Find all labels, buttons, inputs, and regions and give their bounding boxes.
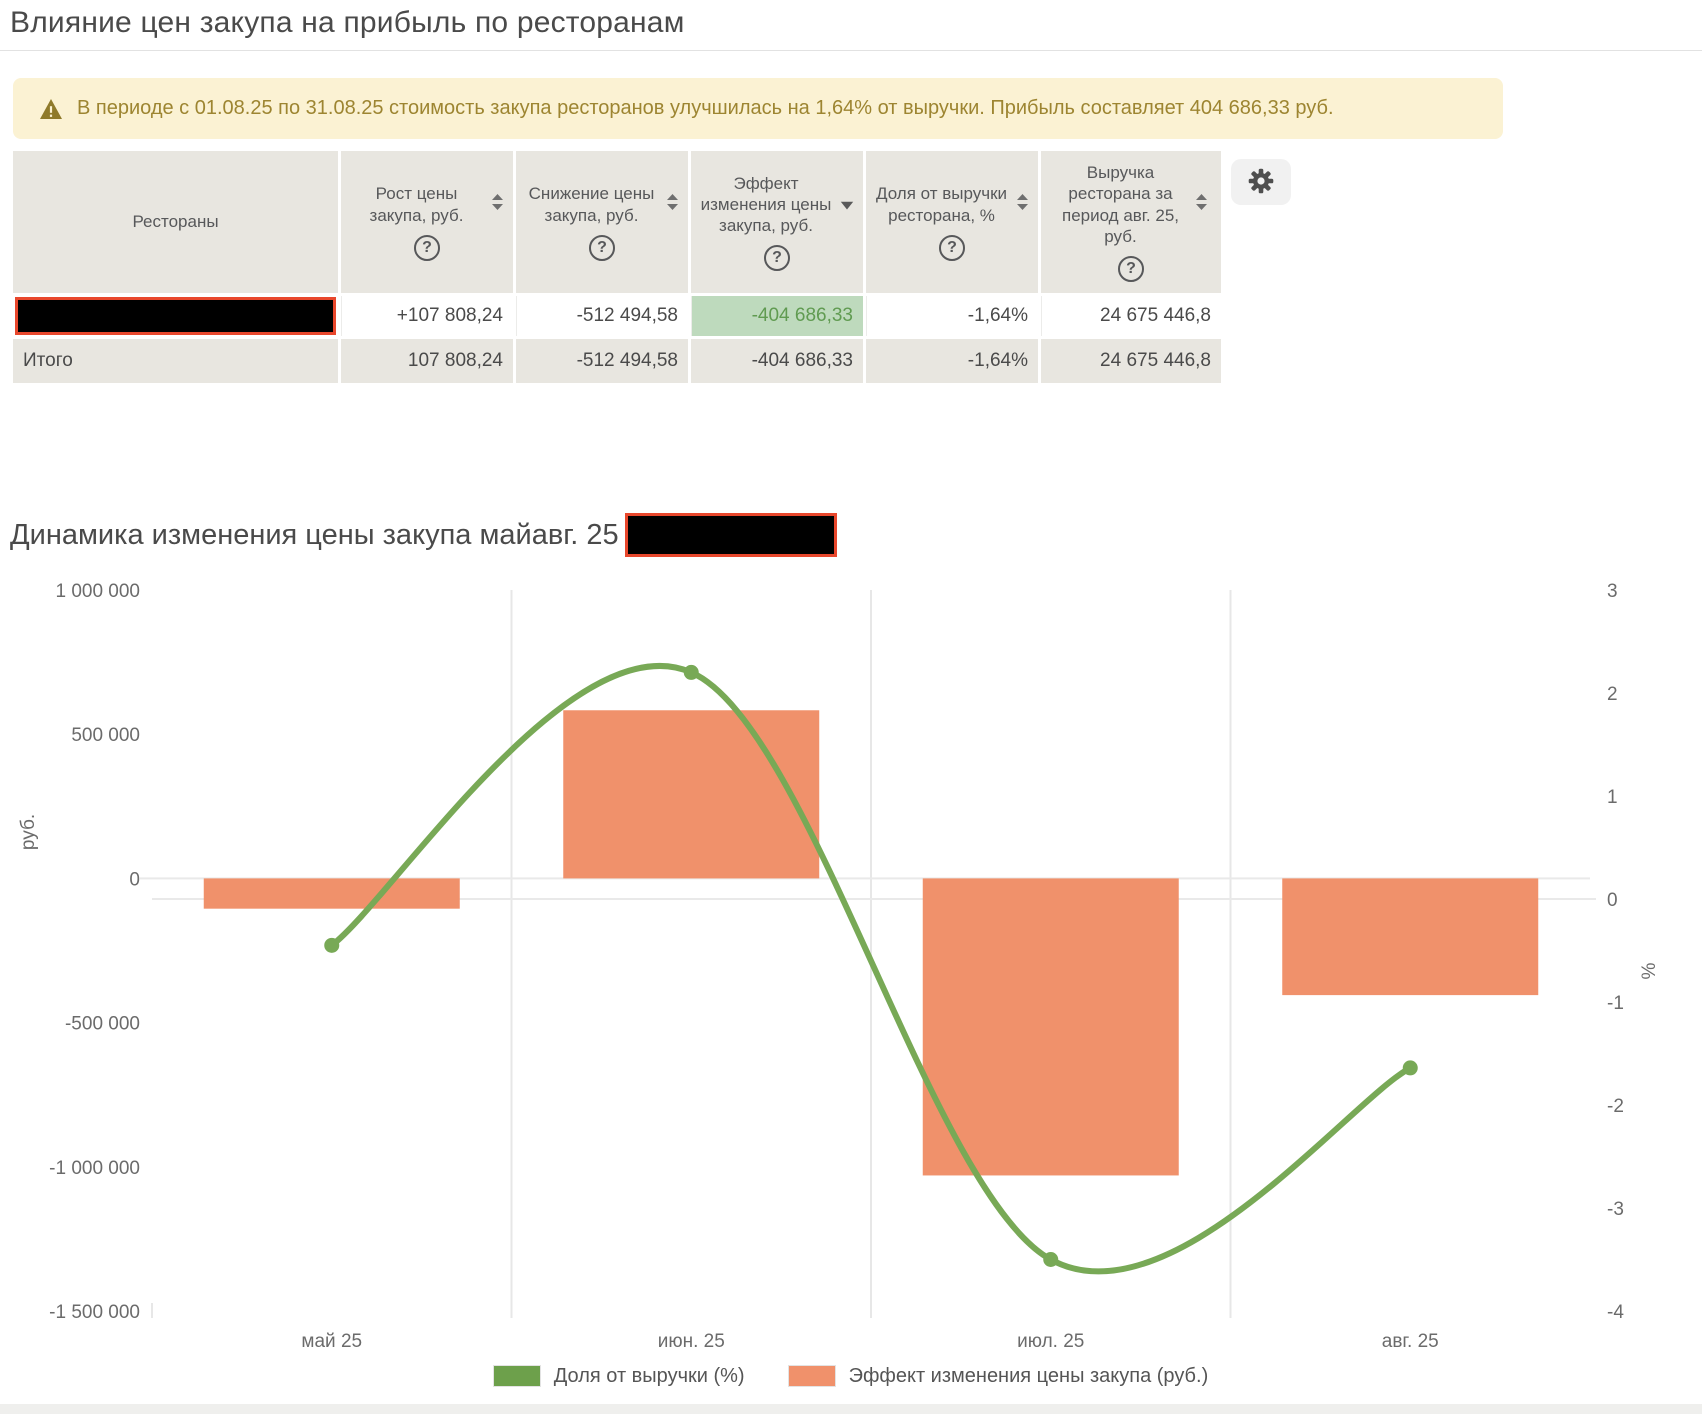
left-axis-title: руб. (18, 814, 39, 850)
restaurant-name-cell (13, 296, 338, 336)
column-label: Снижение цены закупа, руб. (528, 184, 655, 225)
bar-effect[interactable] (203, 878, 460, 909)
bar-effect[interactable] (1282, 878, 1539, 996)
value-price-growth: +107 808,24 (341, 296, 513, 336)
right-axis-tick-label: 1 (1607, 787, 1618, 808)
right-axis-tick-label: 2 (1607, 684, 1618, 705)
help-icon[interactable]: ? (764, 245, 790, 272)
line-point[interactable] (1402, 1060, 1418, 1076)
page-header: Влияние цен закупа на прибыль по рестора… (0, 0, 1702, 51)
dynamics-chart-svg: 1 000 000 500 000 0 -500 000 -1 000 000 -1 50… (18, 581, 1660, 1352)
impact-table: Рестораны Рост цены закупа, руб. ? (10, 148, 1224, 386)
left-axis-tick-label: 0 (129, 869, 140, 890)
sort-both-icon[interactable] (1195, 193, 1208, 216)
column-header-price-growth[interactable]: Рост цены закупа, руб. ? (341, 151, 513, 293)
column-label: Рост цены закупа, руб. (369, 184, 464, 225)
legend-item-share[interactable]: Доля от выручки (%) (492, 1364, 745, 1388)
legend-label: Доля от выручки (%) (553, 1364, 745, 1387)
redacted-restaurant-name (624, 513, 837, 557)
right-axis-tick-label: -4 (1607, 1302, 1624, 1323)
table-settings-button[interactable] (1231, 159, 1291, 205)
left-axis-tick-label: -500 000 (65, 1014, 140, 1035)
warning-triangle-icon (39, 98, 63, 120)
value-price-decrease: -512 494,58 (516, 296, 688, 336)
left-axis-tick-label: 500 000 (71, 725, 140, 746)
dynamics-chart: 1 000 000 500 000 0 -500 000 -1 000 000 -1 50… (0, 567, 1702, 1395)
column-header-effect[interactable]: Эффект изменения цены закупа, руб. ? (691, 151, 863, 293)
help-icon[interactable]: ? (589, 234, 615, 261)
total-label: Итого (13, 339, 338, 383)
right-axis-tick-label: -2 (1607, 1096, 1624, 1117)
bar-effect[interactable] (563, 710, 820, 879)
legend-item-effect[interactable]: Эффект изменения цены закупа (руб.) (787, 1364, 1209, 1388)
left-axis-tick-label: 1 000 000 (55, 581, 140, 602)
value-revenue-share: -1,64% (866, 296, 1038, 336)
total-row: Итого 107 808,24 -512 494,58 -404 686,33… (13, 339, 1221, 383)
right-axis-tick-label: -3 (1607, 1199, 1624, 1220)
total-effect: -404 686,33 (691, 339, 863, 383)
total-restaurant-revenue: 24 675 446,8 (1041, 339, 1221, 383)
column-header-price-decrease[interactable]: Снижение цены закупа, руб. ? (516, 151, 688, 293)
line-point[interactable] (1043, 1252, 1059, 1267)
line-share[interactable] (328, 662, 1414, 1275)
column-label: Эффект изменения цены закупа, руб. (700, 173, 832, 236)
column-header-revenue-share[interactable]: Доля от выручки ресторана, % ? (866, 151, 1038, 293)
left-axis-tick-label: -1 000 000 (49, 1158, 140, 1179)
total-price-decrease: -512 494,58 (516, 339, 688, 383)
info-banner: В периоде с 01.08.25 по 31.08.25 стоимос… (13, 78, 1503, 139)
column-header-restaurant-revenue[interactable]: Выручка ресторана за период авг. 25, руб… (1041, 151, 1221, 293)
page-title: Влияние цен закупа на прибыль по рестора… (10, 6, 685, 39)
legend-swatch-green (492, 1365, 541, 1387)
help-icon[interactable]: ? (939, 234, 965, 261)
value-restaurant-revenue: 24 675 446,8 (1041, 296, 1221, 336)
x-axis-label: авг. 25 (1382, 1331, 1439, 1352)
total-price-growth: 107 808,24 (341, 339, 513, 383)
column-label: Выручка ресторана за период авг. 25, руб… (1061, 163, 1180, 246)
x-axis-label: май 25 (301, 1331, 362, 1352)
dynamics-section-header: Динамика изменения цены закупа майавг. 2… (10, 513, 1702, 557)
bottom-scroll-strip[interactable] (0, 1404, 1702, 1414)
sort-both-icon[interactable] (666, 193, 679, 216)
legend-swatch-orange (787, 1365, 836, 1387)
help-icon[interactable]: ? (414, 234, 440, 261)
value-effect-highlighted: -404 686,33 (691, 296, 863, 336)
sort-both-icon[interactable] (491, 193, 504, 216)
left-axis-tick-label: -1 500 000 (49, 1302, 140, 1323)
legend-label: Эффект изменения цены закупа (руб.) (848, 1364, 1209, 1387)
help-icon[interactable]: ? (1118, 256, 1144, 282)
right-axis-tick-label: -1 (1607, 993, 1624, 1014)
dynamics-section-title: Динамика изменения цены закупа майавг. 2… (10, 518, 619, 551)
table-row[interactable]: +107 808,24 -512 494,58 -404 686,33 -1,6… (13, 296, 1221, 336)
right-axis-tick-label: 3 (1607, 581, 1618, 602)
x-axis-label: июн. 25 (658, 1331, 725, 1352)
line-point[interactable] (683, 664, 699, 680)
sort-desc-icon[interactable] (840, 195, 854, 215)
right-axis-tick-label: 0 (1607, 890, 1618, 911)
right-axis-title: % (1639, 962, 1660, 979)
impact-table-zone: Рестораны Рост цены закупа, руб. ? (13, 151, 1702, 383)
gear-icon (1248, 168, 1274, 197)
bar-effect[interactable] (922, 878, 1179, 1176)
sort-both-icon[interactable] (1016, 193, 1029, 216)
chart-legend: Доля от выручки (%) Эффект изменения цен… (0, 1357, 1702, 1395)
total-revenue-share: -1,64% (866, 339, 1038, 383)
redacted-restaurant-name (15, 297, 336, 335)
column-header-restaurants: Рестораны (13, 151, 338, 293)
banner-text: В периоде с 01.08.25 по 31.08.25 стоимос… (77, 97, 1334, 119)
column-label: Рестораны (132, 212, 219, 232)
line-point[interactable] (324, 937, 340, 953)
x-axis-label: июл. 25 (1017, 1331, 1084, 1352)
column-label: Доля от выручки ресторана, % (875, 184, 1008, 225)
